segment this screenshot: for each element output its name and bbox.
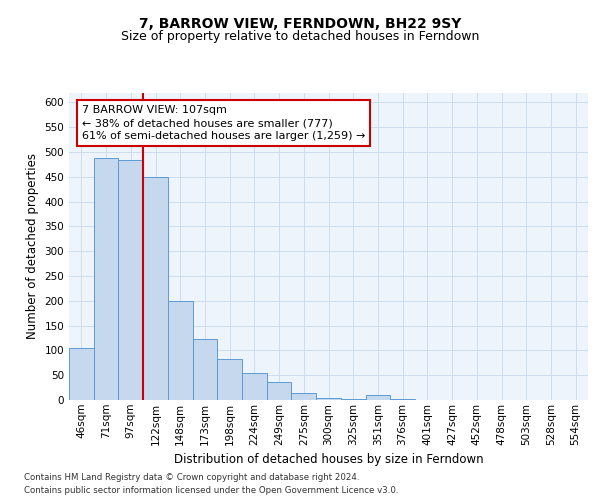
- Bar: [341, 399, 365, 400]
- Text: 7, BARROW VIEW, FERNDOWN, BH22 9SY: 7, BARROW VIEW, FERNDOWN, BH22 9SY: [139, 18, 461, 32]
- Bar: [267, 382, 292, 400]
- Bar: [390, 399, 415, 400]
- Bar: [94, 158, 118, 400]
- Bar: [316, 398, 341, 400]
- Bar: [242, 372, 267, 400]
- Bar: [168, 301, 193, 400]
- Bar: [365, 395, 390, 400]
- Bar: [69, 348, 94, 400]
- Text: 7 BARROW VIEW: 107sqm
← 38% of detached houses are smaller (777)
61% of semi-det: 7 BARROW VIEW: 107sqm ← 38% of detached …: [82, 105, 365, 142]
- Bar: [217, 360, 242, 400]
- Bar: [292, 392, 316, 400]
- Bar: [118, 160, 143, 400]
- Text: Contains HM Land Registry data © Crown copyright and database right 2024.: Contains HM Land Registry data © Crown c…: [24, 472, 359, 482]
- X-axis label: Distribution of detached houses by size in Ferndown: Distribution of detached houses by size …: [173, 453, 484, 466]
- Y-axis label: Number of detached properties: Number of detached properties: [26, 153, 39, 339]
- Bar: [193, 340, 217, 400]
- Text: Contains public sector information licensed under the Open Government Licence v3: Contains public sector information licen…: [24, 486, 398, 495]
- Bar: [143, 177, 168, 400]
- Text: Size of property relative to detached houses in Ferndown: Size of property relative to detached ho…: [121, 30, 479, 43]
